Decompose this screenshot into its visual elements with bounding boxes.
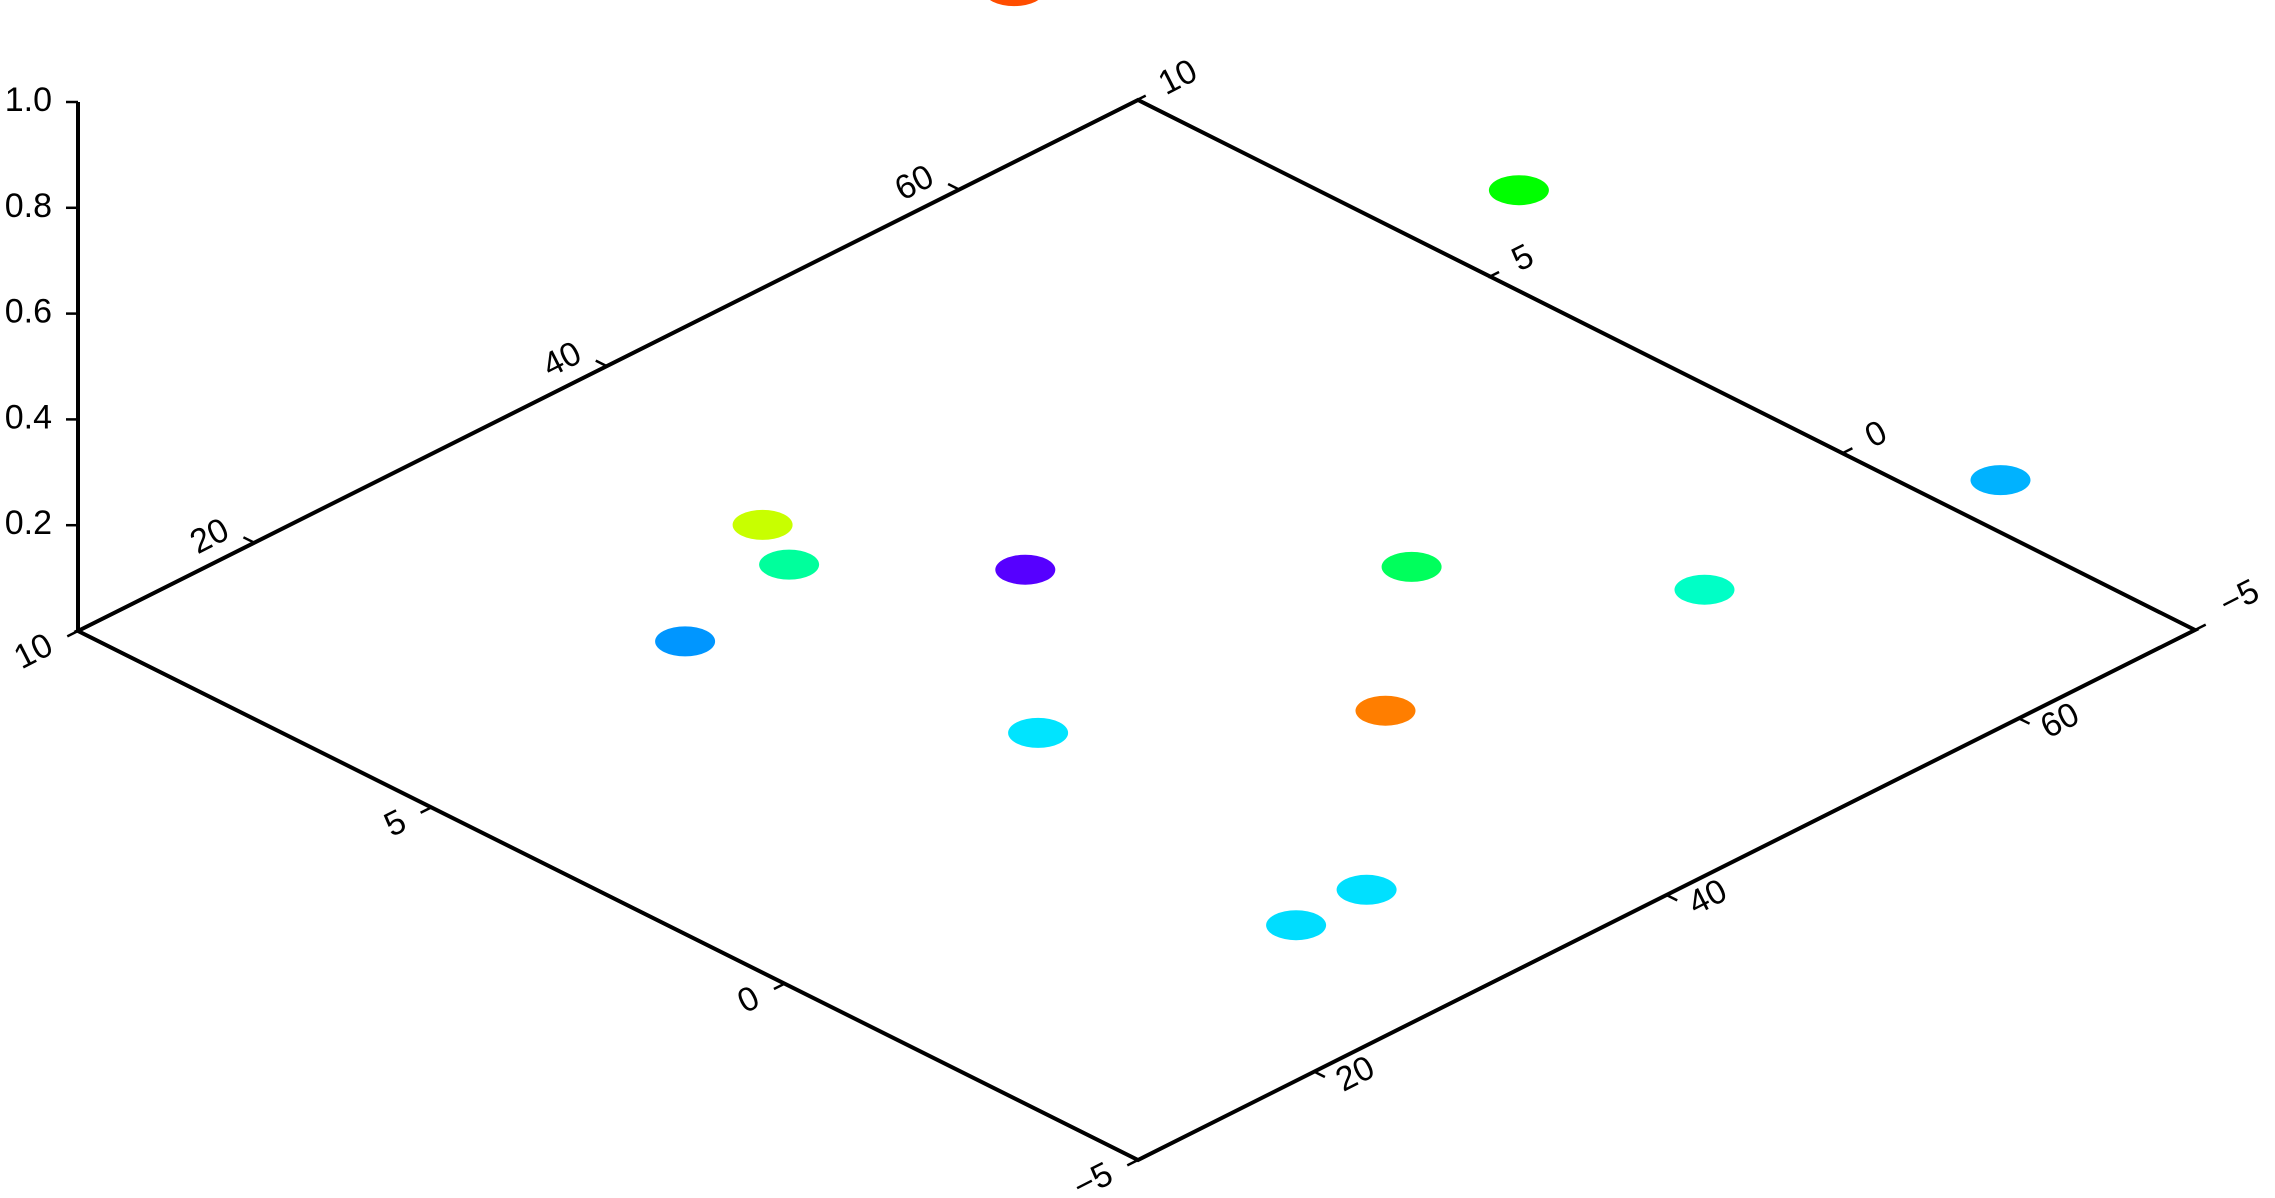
z-tick-label: 1.0	[5, 81, 52, 119]
back-x-tick-label: −5	[2213, 572, 2265, 623]
back-y-tick-label: 60	[889, 157, 940, 208]
data-point	[1355, 695, 1416, 726]
back-x-tick-label: 10	[1152, 52, 1203, 103]
back-y-tick-label: 20	[184, 511, 235, 562]
data-point	[732, 509, 793, 540]
back-y-tick-label: 40	[536, 334, 587, 385]
back-y-tick-mark	[242, 536, 255, 544]
y-tick-label: 40	[1682, 872, 1733, 923]
z-tick-label: 0.6	[5, 293, 52, 331]
data-point	[1336, 874, 1397, 905]
y-tick-mark	[1665, 893, 1678, 902]
data-point	[655, 626, 716, 657]
data-point	[995, 554, 1056, 585]
data-point	[1674, 574, 1735, 605]
back-x-tick-label: 5	[1506, 237, 1540, 279]
base-plane-frame	[73, 97, 2200, 1163]
data-point	[1266, 910, 1327, 941]
x-tick-mark	[66, 629, 79, 638]
axes-layer	[73, 97, 2200, 1163]
data-point	[1488, 175, 1549, 206]
y-tick-label: 20	[1330, 1048, 1381, 1099]
data-point	[1970, 465, 2031, 496]
back-y-tick-mark	[595, 359, 608, 368]
x-tick-mark	[1126, 1158, 1139, 1167]
z-tick-label: 0.2	[5, 504, 52, 542]
z-tick-label: 0.4	[5, 398, 52, 436]
data-point	[989, 0, 1039, 7]
x-tick-mark	[773, 982, 786, 991]
data-point	[759, 549, 820, 580]
x-tick-label: 5	[378, 802, 412, 844]
y-tick-mark	[1313, 1070, 1326, 1079]
x-tick-label: −5	[1067, 1155, 1119, 1198]
back-x-tick-mark	[1487, 270, 1500, 279]
back-x-tick-label: 0	[1859, 413, 1893, 455]
data-point	[1381, 551, 1442, 582]
back-x-tick-mark	[1134, 94, 1147, 103]
z-tick-label: 0.8	[5, 187, 52, 225]
x-tick-label: 10	[8, 626, 59, 677]
y-tick-label: 60	[2034, 695, 2085, 746]
points-layer	[655, 0, 2031, 941]
back-y-tick-mark	[947, 182, 960, 191]
y-tick-mark	[2018, 717, 2031, 725]
back-x-tick-mark	[1841, 447, 1853, 455]
x-tick-label: 0	[731, 978, 765, 1020]
x-tick-mark	[420, 806, 432, 814]
data-point	[1008, 717, 1069, 748]
back-x-tick-mark	[2194, 623, 2207, 632]
ticks-layer: −5 0 5 10 20 40 60 0 5 10 −5 20 40 60 0.2 0.4 0.6 0.8 1.0	[5, 52, 2266, 1198]
